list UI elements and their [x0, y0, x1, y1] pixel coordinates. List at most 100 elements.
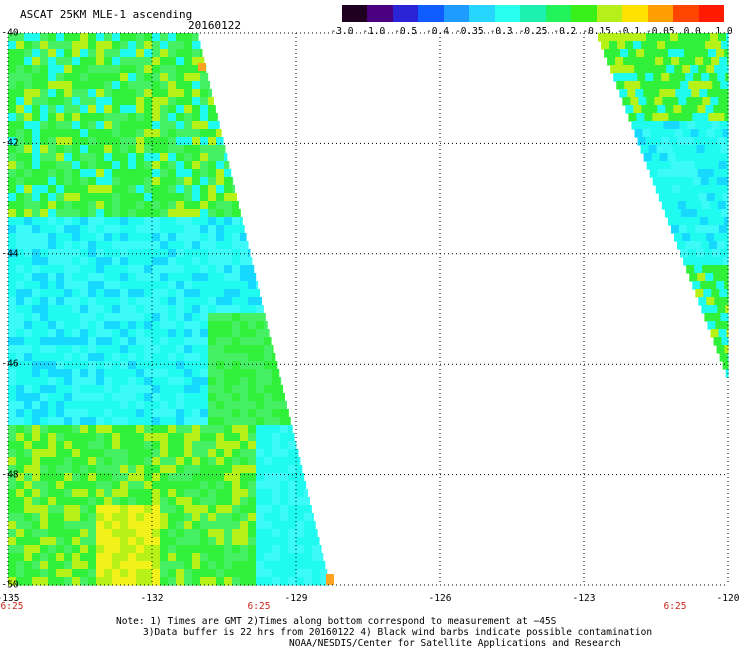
swath-cell: [232, 361, 241, 370]
swath-cell: [128, 113, 137, 122]
swath-cell: [216, 305, 225, 314]
swath-cell: [184, 281, 193, 290]
swath-cell: [16, 401, 25, 410]
swath-cell: [24, 281, 33, 290]
swath-cell: [56, 97, 65, 106]
swath-cell: [296, 489, 305, 498]
swath-cell: [200, 193, 209, 202]
swath-cell: [64, 409, 73, 418]
swath-cell: [128, 41, 137, 50]
swath-cell: [192, 121, 201, 130]
swath-cell: [160, 289, 169, 298]
swath-cell: [24, 201, 33, 210]
swath-cell: [248, 281, 257, 290]
swath-cell: [152, 273, 161, 282]
swath-cell: [248, 449, 257, 458]
swath-cell: [128, 137, 137, 146]
swath-cell: [627, 89, 636, 98]
swath-cell: [80, 137, 89, 146]
swath-cell: [248, 537, 257, 546]
swath-cell: [24, 305, 33, 314]
swath-cell: [128, 265, 137, 274]
swath-cell: [80, 529, 89, 538]
swath-cell: [72, 465, 81, 474]
swath-cell: [32, 345, 41, 354]
swath-cell: [240, 473, 249, 482]
latitude-label: -40: [1, 27, 19, 39]
swath-cell: [691, 89, 700, 98]
swath-cell: [104, 89, 113, 98]
swath-cell: [112, 265, 121, 274]
swath-cell: [80, 393, 89, 402]
swath-cell: [8, 513, 17, 522]
swath-cell: [184, 553, 193, 562]
swath-cell: [669, 73, 678, 82]
swath-cell: [80, 321, 89, 330]
swath-cell: [160, 537, 169, 546]
swath-cell: [72, 553, 81, 562]
swath-cell: [160, 545, 169, 554]
swath-cell: [80, 169, 89, 178]
swath-cell: [120, 129, 129, 138]
swath-cell: [280, 481, 289, 490]
swath-cell: [40, 297, 49, 306]
swath-cell: [48, 121, 57, 130]
swath-cell: [256, 409, 265, 418]
swath-cell: [64, 361, 73, 370]
swath-cell: [240, 297, 249, 306]
swath-cell: [144, 193, 153, 202]
swath-cell: [48, 137, 57, 146]
swath-cell: [64, 57, 73, 66]
swath-cell: [643, 153, 653, 162]
swath-cell: [666, 65, 675, 74]
swath-cell: [56, 417, 65, 426]
swath-cell: [644, 113, 653, 122]
swath-cell: [72, 289, 81, 298]
swath-cell: [16, 337, 25, 346]
swath-cell: [200, 97, 209, 106]
swath-cell: [56, 33, 65, 42]
swath-cell: [706, 193, 716, 202]
swath-cell: [32, 433, 41, 442]
swath-cell: [144, 481, 153, 490]
swath-cell: [232, 353, 241, 362]
swath-cell: [24, 225, 33, 234]
swath-cell: [288, 489, 297, 498]
swath-cell: [648, 81, 657, 90]
swath-cell: [192, 265, 201, 274]
swath-cell: [192, 81, 201, 90]
swath-cell: [176, 225, 185, 234]
swath-cell: [232, 257, 241, 266]
swath-cell: [72, 361, 81, 370]
swath-cell: [232, 569, 241, 578]
swath-cell: [64, 41, 73, 50]
swath-cell: [616, 81, 625, 90]
swath-cell: [152, 185, 161, 194]
swath-cell: [176, 161, 185, 170]
swath-cell: [32, 385, 41, 394]
swath-cell: [208, 497, 217, 506]
swath-cell: [176, 281, 185, 290]
swath-cell: [248, 353, 257, 362]
swath-cell: [16, 329, 25, 338]
swath-cell: [48, 289, 57, 298]
swath-cell: [288, 481, 297, 490]
swath-cell: [192, 553, 201, 562]
swath-cell: [256, 393, 265, 402]
swath-cell: [8, 489, 17, 498]
swath-cell: [104, 353, 113, 362]
swath-cell: [96, 241, 105, 250]
swath-cell: [80, 337, 89, 346]
swath-cell: [112, 313, 121, 322]
swath-cell: [48, 489, 57, 498]
swath-cell: [232, 313, 241, 322]
swath-cell: [40, 281, 49, 290]
swath-cell: [224, 401, 233, 410]
swath-cell: [128, 105, 137, 114]
swath-cell: [192, 89, 201, 98]
swath-cell: [192, 281, 201, 290]
swath-cell: [280, 409, 289, 418]
swath-cell: [48, 177, 57, 186]
swath-cell: [272, 505, 281, 514]
swath-cell: [184, 577, 193, 586]
